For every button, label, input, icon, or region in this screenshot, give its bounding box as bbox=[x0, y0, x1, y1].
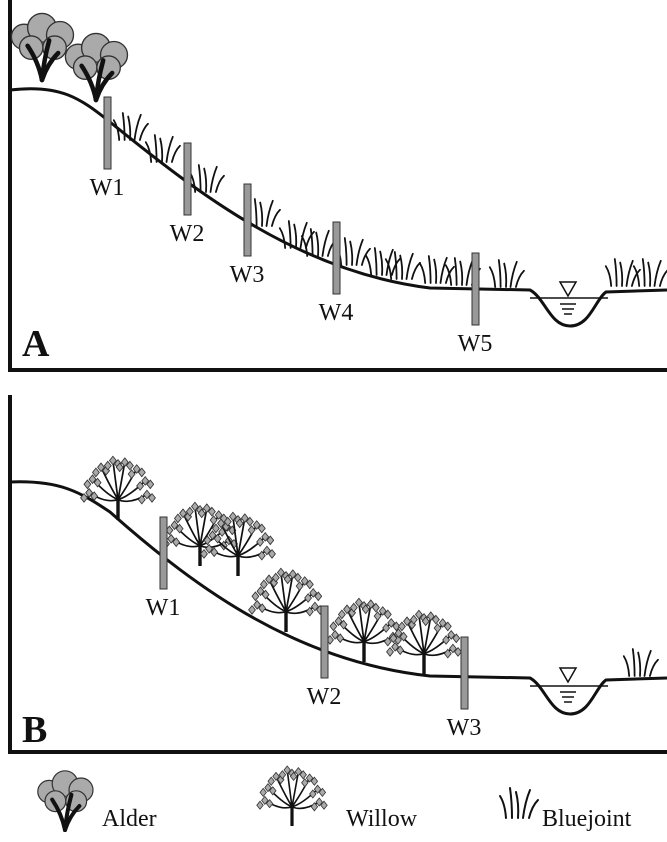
grass-icon bbox=[622, 648, 659, 677]
water-lines bbox=[560, 303, 576, 315]
well bbox=[332, 221, 341, 295]
grass-icon bbox=[604, 258, 641, 287]
well-label: W3 bbox=[447, 715, 482, 741]
frame bbox=[8, 0, 667, 372]
well bbox=[243, 183, 252, 257]
well bbox=[159, 516, 168, 590]
panel-label: A bbox=[22, 323, 50, 365]
well-label: W2 bbox=[307, 684, 342, 710]
alder-icon bbox=[38, 771, 93, 830]
frame bbox=[8, 395, 667, 754]
well-label: W4 bbox=[319, 300, 354, 326]
well-label: W1 bbox=[146, 595, 181, 621]
alder-icon bbox=[11, 13, 73, 80]
water-mark bbox=[558, 667, 578, 684]
legend-label: Bluejoint bbox=[542, 806, 632, 832]
well bbox=[471, 252, 480, 326]
panel-label: B bbox=[22, 709, 47, 751]
well-label: W1 bbox=[90, 175, 125, 201]
legend-label: Willow bbox=[346, 806, 418, 832]
willow-icon bbox=[255, 764, 329, 828]
alder-icon bbox=[65, 33, 127, 100]
well bbox=[320, 605, 329, 679]
grass-icon bbox=[334, 237, 371, 266]
grass-icon bbox=[488, 259, 525, 288]
legend-label: Alder bbox=[102, 806, 157, 832]
water-lines bbox=[560, 691, 576, 703]
panel-b: B bbox=[8, 395, 667, 754]
grass-icon bbox=[278, 220, 315, 249]
well-label: W2 bbox=[170, 221, 205, 247]
grass-icon bbox=[144, 134, 181, 163]
well bbox=[460, 636, 469, 710]
well-label: W5 bbox=[458, 331, 493, 357]
ground bbox=[9, 480, 667, 716]
bluejoint-icon bbox=[499, 787, 539, 819]
legend: Alder Willow Bluejoint bbox=[38, 764, 632, 832]
willow-icon bbox=[78, 454, 158, 522]
grass-icon bbox=[112, 112, 149, 141]
well bbox=[183, 142, 192, 216]
well bbox=[103, 96, 112, 170]
grass-icon bbox=[188, 164, 225, 193]
water-mark bbox=[558, 281, 578, 298]
well-label: W3 bbox=[230, 262, 265, 288]
